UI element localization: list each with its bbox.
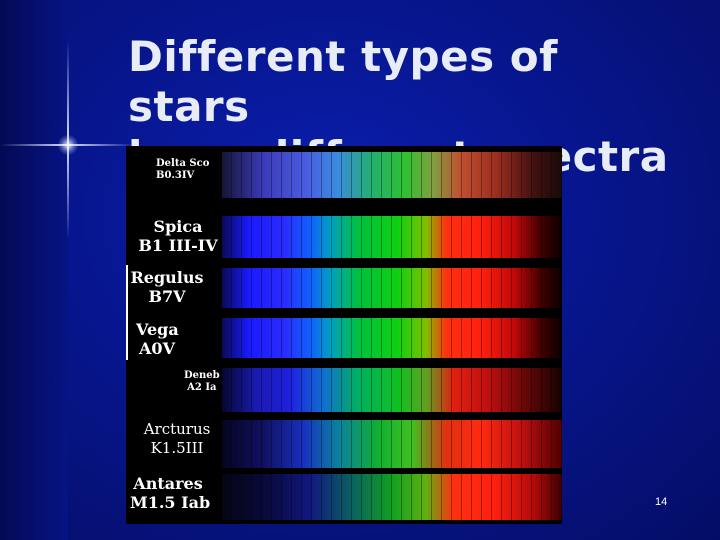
- star-type: B1 III-IV: [138, 236, 218, 255]
- star-label: Vega A0V: [136, 320, 179, 358]
- spectrum-band: [222, 268, 562, 308]
- star-type: A2 Ia: [187, 382, 217, 393]
- star-flare-icon: [58, 135, 78, 155]
- spectrum-band: [222, 152, 562, 198]
- star-type: M1.5 Iab: [130, 493, 211, 512]
- star-label: Regulus B7V: [130, 268, 204, 306]
- spectrum-band: [222, 318, 562, 358]
- spectrum-row-deneb: Deneb A2 Ia: [126, 366, 562, 416]
- star-label: Arcturus K1.5III: [142, 420, 212, 458]
- star-name: Arcturus: [143, 420, 211, 438]
- spectrum-row-vega: Vega A0V: [126, 316, 562, 366]
- spectrum-row-regulus: Regulus B7V: [126, 264, 562, 316]
- page-number: 14: [655, 496, 668, 508]
- spectrum-row-antares: Antares M1.5 Iab: [126, 472, 562, 524]
- spectrum-row-spica: Spica B1 III-IV: [126, 212, 562, 262]
- star-label: Spica B1 III-IV: [132, 217, 224, 255]
- star-name: Regulus: [130, 268, 204, 287]
- star-label: Deneb A2 Ia: [184, 370, 220, 394]
- star-name: Spica: [153, 217, 203, 236]
- spectrum-band: [222, 474, 562, 520]
- title-line-1: Different types of stars: [128, 32, 558, 131]
- spectrum-band: [222, 420, 562, 468]
- spectrum-band: [222, 368, 562, 412]
- star-type: K1.5III: [150, 439, 204, 457]
- spectrum-row-arcturus: Arcturus K1.5III: [126, 416, 562, 472]
- spectrum-band: [222, 216, 562, 258]
- star-label: Antares M1.5 Iab: [130, 474, 211, 512]
- star-type: B7V: [148, 287, 186, 306]
- star-name: Delta Sco: [156, 158, 210, 169]
- label-bracket-line: [126, 265, 128, 360]
- spectrum-row-delta-sco: Delta Sco B0.3IV: [126, 146, 562, 204]
- star-name: Deneb: [184, 370, 220, 381]
- left-decor-band: [0, 0, 68, 540]
- stellar-spectra-image: Delta Sco B0.3IV Spica B1 III-IV Regulus…: [126, 146, 562, 524]
- star-label: Delta Sco B0.3IV: [156, 158, 209, 182]
- star-type: B0.3IV: [156, 170, 195, 181]
- star-type: A0V: [139, 339, 175, 358]
- star-name: Antares: [133, 474, 203, 493]
- star-name: Vega: [136, 320, 179, 339]
